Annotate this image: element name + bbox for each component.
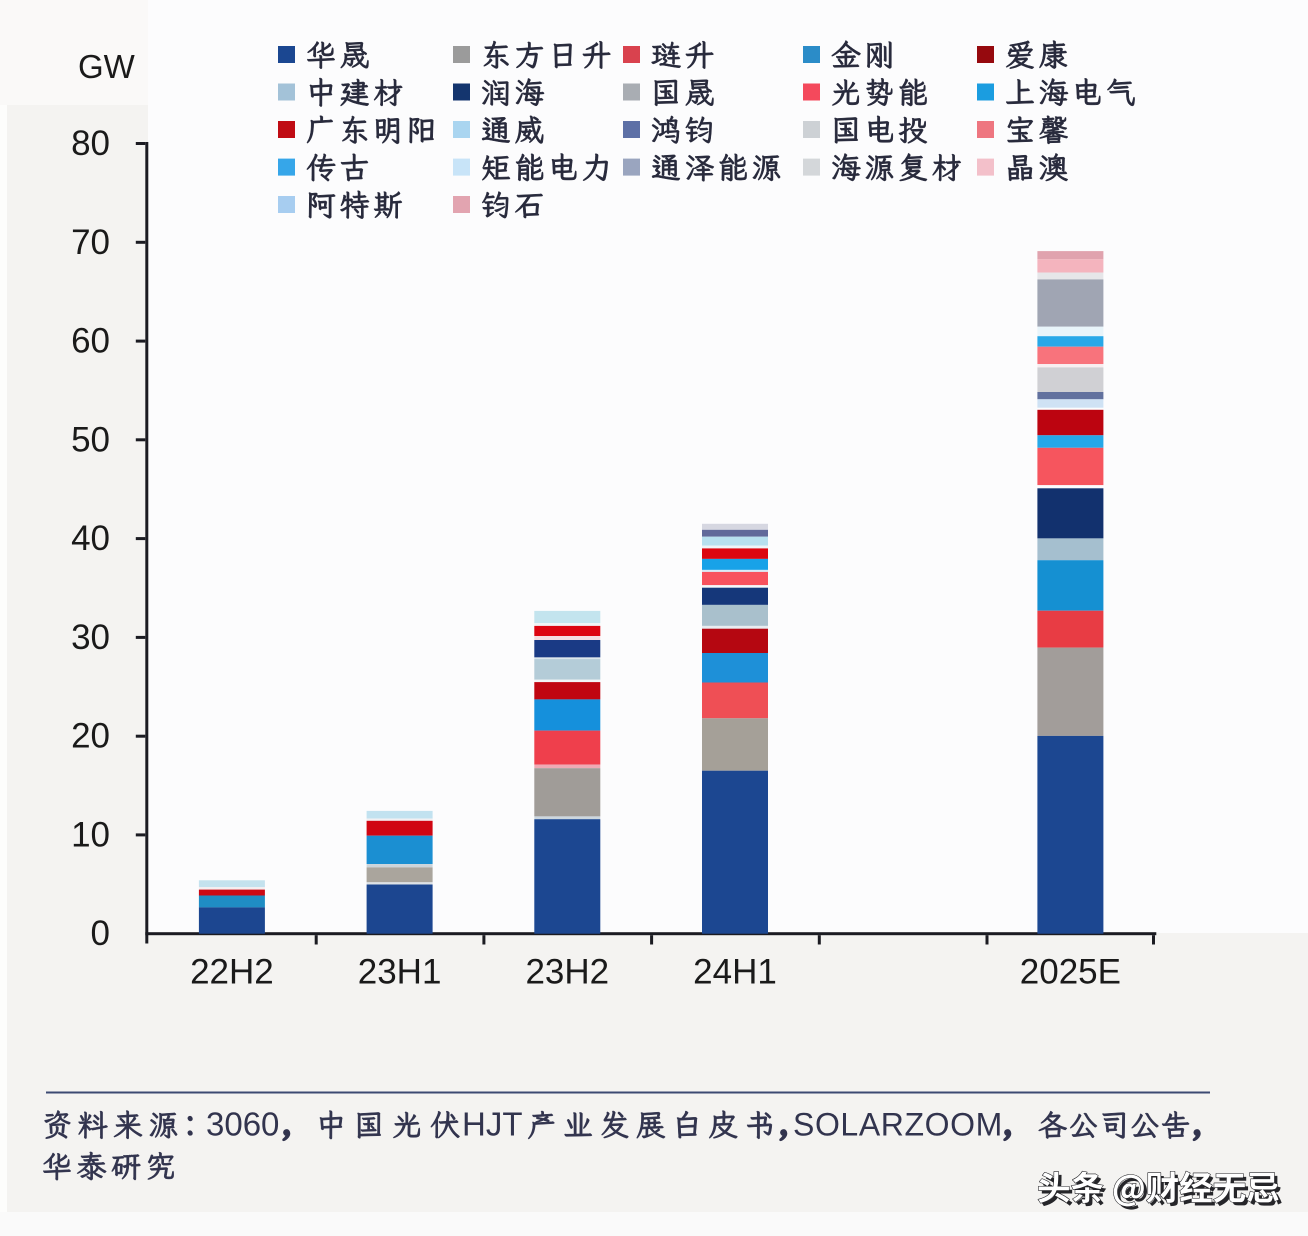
svg-text:50: 50	[71, 420, 110, 459]
svg-text:HJT: HJT	[462, 1106, 523, 1143]
svg-text:GW: GW	[78, 48, 136, 85]
svg-text:10: 10	[71, 815, 110, 854]
svg-text:22H2: 22H2	[190, 953, 274, 992]
svg-text:2025E: 2025E	[1020, 953, 1121, 992]
svg-text:24H1: 24H1	[693, 953, 777, 992]
svg-text:30: 30	[71, 618, 110, 657]
svg-text:60: 60	[71, 322, 110, 361]
svg-text:0: 0	[91, 914, 110, 953]
svg-text:23H1: 23H1	[358, 953, 442, 992]
svg-text:3060: 3060	[206, 1106, 279, 1143]
svg-text:70: 70	[71, 223, 110, 262]
svg-text:23H2: 23H2	[525, 953, 609, 992]
svg-text:40: 40	[71, 519, 110, 558]
svg-text:20: 20	[71, 717, 110, 756]
svg-text:SOLARZOOM: SOLARZOOM	[793, 1107, 1003, 1143]
svg-text:80: 80	[71, 124, 110, 163]
